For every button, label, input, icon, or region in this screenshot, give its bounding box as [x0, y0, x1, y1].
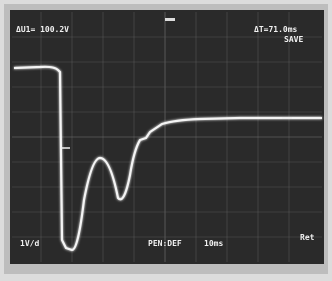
readout-time: ΔT=71.0ms: [254, 25, 298, 34]
readout-ret: Ret: [300, 233, 315, 242]
readout-voltage: ΔU1= 100.2V: [16, 25, 69, 34]
oscilloscope-photo: ΔU1= 100.2V ΔT=71.0ms SAVE 1V/d PEN:DEF …: [0, 0, 332, 281]
readout-timebase: 10ms: [204, 239, 223, 248]
readout-pen: PEN:DEF: [148, 239, 182, 248]
trigger-marker: [165, 18, 175, 21]
readout-scale: 1V/d: [20, 239, 39, 248]
readout-mode: SAVE: [284, 35, 303, 44]
